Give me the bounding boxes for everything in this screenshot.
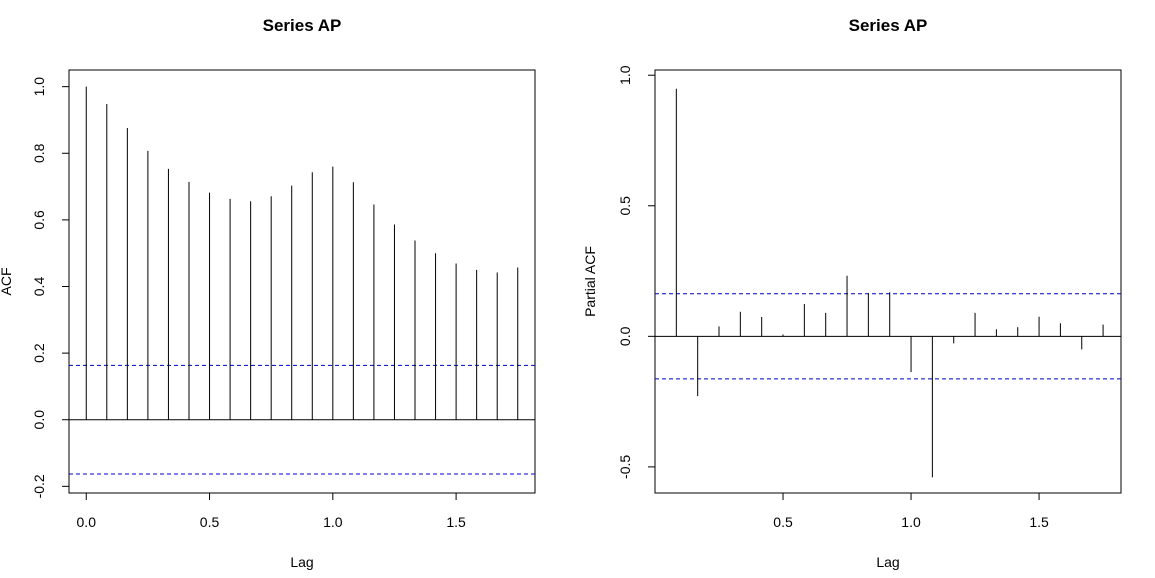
x-axis-label: Lag	[290, 554, 313, 570]
y-tick-label: 1.0	[617, 65, 633, 85]
y-tick-label: 0.2	[31, 343, 47, 363]
y-tick-label: 0.0	[617, 326, 633, 346]
pacf-panel: Series AP 0.5 1.0 1.5 Lag -0.5 0.0 0.5 1.0 Partia…	[582, 16, 1122, 570]
y-tick-label: 1.0	[31, 77, 47, 97]
x-tick-label: 1.5	[446, 514, 466, 530]
x-tick-label: 0.5	[200, 514, 220, 530]
x-axis-label: Lag	[876, 554, 899, 570]
chart-title: Series AP	[849, 16, 928, 35]
y-tick-label: 0.5	[617, 196, 633, 216]
x-tick-label: 1.0	[323, 514, 343, 530]
x-tick-label: 1.0	[901, 514, 921, 530]
x-tick-label: 0.5	[773, 514, 793, 530]
y-tick-label: -0.2	[31, 474, 47, 498]
plot-frame	[654, 69, 1122, 494]
y-tick-label: -0.5	[617, 455, 633, 479]
plot-frame	[68, 69, 536, 494]
y-tick-label: 0.6	[31, 210, 47, 230]
x-tick-label: 0.0	[77, 514, 97, 530]
chart-title: Series AP	[263, 16, 342, 35]
acf-panel: Series AP 0.0 0.5 1.0 1.5 Lag -0.2 0.0 0.2 0.4 0.6…	[0, 16, 536, 570]
y-axis-label: Partial ACF	[582, 246, 598, 317]
y-tick-label: 0.8	[31, 143, 47, 163]
x-tick-label: 1.5	[1029, 514, 1049, 530]
y-axis-label: ACF	[0, 268, 14, 296]
y-tick-label: 0.4	[31, 277, 47, 297]
y-tick-label: 0.0	[31, 410, 47, 430]
